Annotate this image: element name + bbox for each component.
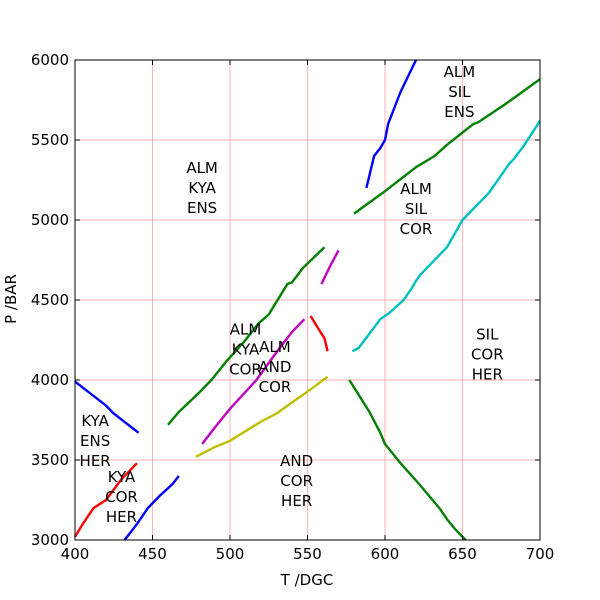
y-tick-label: 5000 — [31, 211, 69, 229]
field-label: ALM — [230, 321, 262, 339]
y-tick-label: 6000 — [31, 51, 69, 69]
reaction-curve — [73, 462, 138, 538]
y-tick-label: 3500 — [31, 451, 69, 469]
field-label: ENS — [80, 432, 110, 450]
field-label: ENS — [444, 103, 474, 121]
field-label: ALM — [186, 159, 218, 177]
field-labels: ALMKYAENSALMSILENSALMSILCORALMKYACORALMA… — [80, 63, 504, 526]
field-label: HER — [80, 452, 111, 470]
field-label: AND — [280, 452, 313, 470]
field-label: HER — [281, 492, 312, 510]
series-layer — [73, 59, 542, 541]
x-tick-label: 600 — [371, 545, 400, 563]
field-label: HER — [472, 365, 503, 383]
field-label: COR — [105, 488, 138, 506]
field-label: HER — [106, 508, 137, 526]
field-label: ENS — [187, 199, 217, 217]
field-label: ALM — [400, 180, 432, 198]
reaction-curve — [74, 380, 140, 434]
field-label: SIL — [405, 200, 428, 218]
x-tick-label: 400 — [61, 545, 90, 563]
y-tick-label: 4000 — [31, 371, 69, 389]
x-tick-label: 500 — [216, 545, 245, 563]
field-label: COR — [471, 345, 504, 363]
y-axis-label: P /BAR — [2, 274, 20, 324]
reaction-curve — [320, 249, 340, 285]
reaction-curve — [309, 315, 329, 352]
x-tick-label: 650 — [448, 545, 477, 563]
reaction-curve — [201, 318, 306, 445]
field-label: SIL — [476, 325, 499, 343]
reaction-curve — [353, 78, 541, 215]
field-label: COR — [229, 361, 262, 379]
y-tick-label: 3000 — [31, 531, 69, 549]
reaction-curve — [365, 59, 418, 189]
x-axis-label: T /DGC — [280, 571, 334, 589]
field-label: AND — [258, 358, 291, 376]
reaction-curve — [123, 475, 180, 541]
reaction-curve — [167, 246, 326, 426]
x-tick-label: 550 — [293, 545, 322, 563]
reaction-curve — [195, 375, 329, 458]
x-tick-label: 700 — [526, 545, 555, 563]
field-label: ALM — [444, 63, 476, 81]
field-label: KYA — [188, 179, 216, 197]
reaction-curve — [348, 379, 467, 541]
field-label: COR — [280, 472, 313, 490]
field-label: COR — [259, 378, 292, 396]
x-tick-label: 450 — [138, 545, 167, 563]
field-label: SIL — [448, 83, 471, 101]
y-tick-label: 4500 — [31, 291, 69, 309]
field-label: KYA — [232, 341, 260, 359]
y-tick-label: 5500 — [31, 131, 69, 149]
field-label: ALM — [259, 338, 291, 356]
field-label: COR — [400, 220, 433, 238]
field-label: KYA — [108, 468, 136, 486]
field-label: KYA — [81, 412, 109, 430]
reaction-curve — [351, 120, 542, 353]
axis-ticks: 400 450 500 550 600 650 700 3000 3500 4000 4500 500… — [31, 51, 555, 563]
